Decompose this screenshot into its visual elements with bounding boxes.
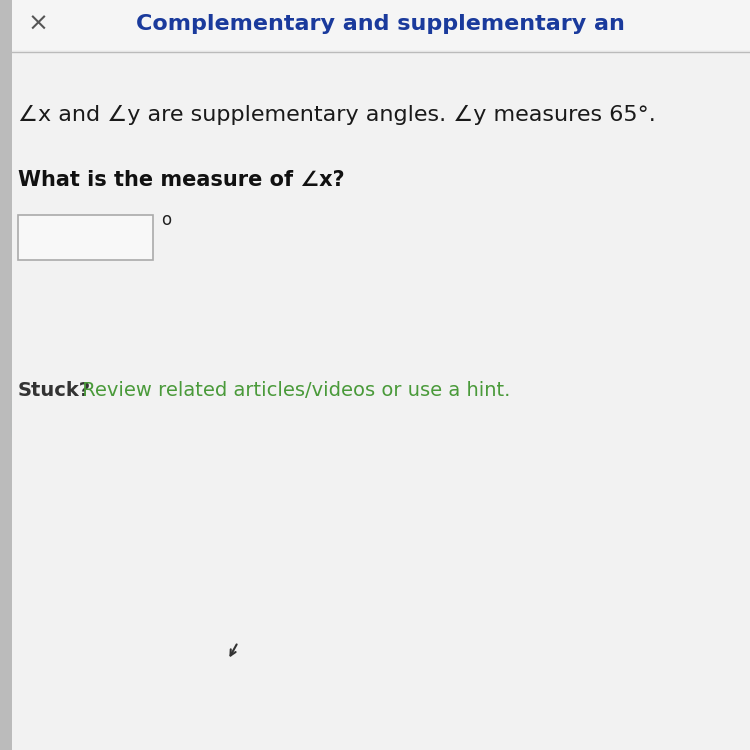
Text: o: o xyxy=(161,211,171,229)
Text: Complementary and supplementary an: Complementary and supplementary an xyxy=(136,14,625,34)
Text: ×: × xyxy=(28,12,49,36)
Bar xyxy=(12,0,750,50)
Text: Stuck?: Stuck? xyxy=(18,380,92,400)
FancyBboxPatch shape xyxy=(18,215,153,260)
Text: What is the measure of ∠x?: What is the measure of ∠x? xyxy=(18,170,344,190)
Text: ∠x and ∠y are supplementary angles. ∠y measures 65°.: ∠x and ∠y are supplementary angles. ∠y m… xyxy=(18,105,656,125)
Text: Review related articles/videos or use a hint.: Review related articles/videos or use a … xyxy=(76,380,510,400)
Bar xyxy=(0,0,12,750)
